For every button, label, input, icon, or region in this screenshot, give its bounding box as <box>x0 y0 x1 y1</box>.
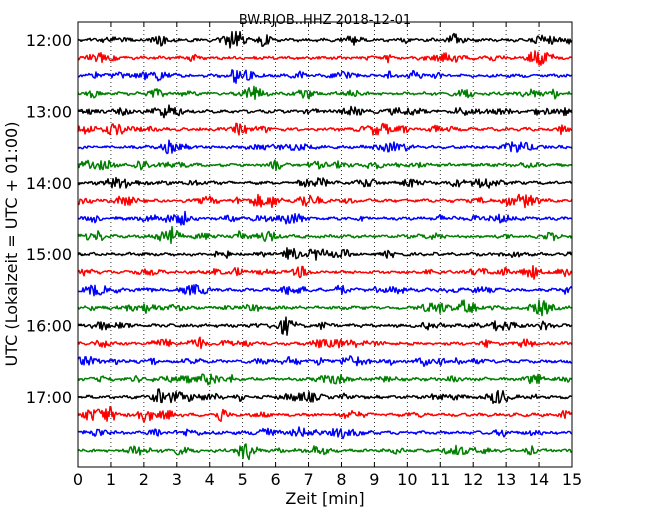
x-tick-label: 15 <box>562 470 582 489</box>
y-tick-label: 13:00 <box>26 102 72 121</box>
x-axis: 0 1 2 3 4 5 6 7 8 9 10 11 12 13 14 15 <box>73 22 582 489</box>
y-tick-label: 14:00 <box>26 174 72 193</box>
trace-1230 <box>77 69 573 84</box>
x-tick-label: 1 <box>106 470 116 489</box>
x-tick-label: 14 <box>529 470 549 489</box>
x-tick-label: 9 <box>369 470 379 489</box>
trace-1330 <box>77 139 573 155</box>
trace-1615 <box>77 336 573 350</box>
trace-1745 <box>77 443 573 461</box>
trace-1500 <box>77 247 573 261</box>
trace-1315 <box>77 122 573 136</box>
x-tick-label: 7 <box>303 470 313 489</box>
x-tick-label: 0 <box>73 470 83 489</box>
y-axis-label: UTC (Lokalzeit = UTC + 01:00) <box>2 122 21 367</box>
y-tick-label: 17:00 <box>26 388 72 407</box>
x-tick-label: 5 <box>238 470 248 489</box>
x-tick-label: 2 <box>139 470 149 489</box>
x-tick-label: 11 <box>430 470 450 489</box>
plot-frame <box>77 21 573 468</box>
x-tick-label: 10 <box>397 470 417 489</box>
trace-1515 <box>77 264 573 280</box>
trace-1345 <box>77 159 573 171</box>
y-tick-label: 16:00 <box>26 317 72 336</box>
x-tick-label: 12 <box>463 470 483 489</box>
trace-1630 <box>77 355 573 367</box>
traces <box>77 30 573 461</box>
trace-1545 <box>77 299 573 317</box>
trace-1215 <box>77 50 573 66</box>
trace-1200 <box>77 30 573 49</box>
y-axis: 12:00 13:00 14:00 15:00 16:00 17:00 <box>26 31 83 407</box>
trace-1445 <box>77 225 573 245</box>
trace-1600 <box>77 316 573 336</box>
trace-1300 <box>77 104 573 119</box>
trace-1715 <box>77 406 573 423</box>
trace-1430 <box>77 210 573 226</box>
y-tick-label: 15:00 <box>26 245 72 264</box>
trace-1700 <box>77 388 573 404</box>
chart-title: BW.RJOB..HHZ 2018-12-01 <box>239 13 411 28</box>
trace-1530 <box>77 283 573 297</box>
x-tick-label: 8 <box>336 470 346 489</box>
x-tick-label: 6 <box>271 470 281 489</box>
x-tick-label: 3 <box>172 470 182 489</box>
x-tick-label: 13 <box>496 470 516 489</box>
x-axis-label: Zeit [min] <box>285 489 364 508</box>
trace-1645 <box>77 373 573 386</box>
trace-1400 <box>77 176 573 189</box>
x-tick-label: 4 <box>205 470 215 489</box>
trace-1245 <box>77 85 573 100</box>
trace-1730 <box>77 426 573 440</box>
trace-1415 <box>77 193 573 209</box>
y-tick-label: 12:00 <box>26 31 72 50</box>
